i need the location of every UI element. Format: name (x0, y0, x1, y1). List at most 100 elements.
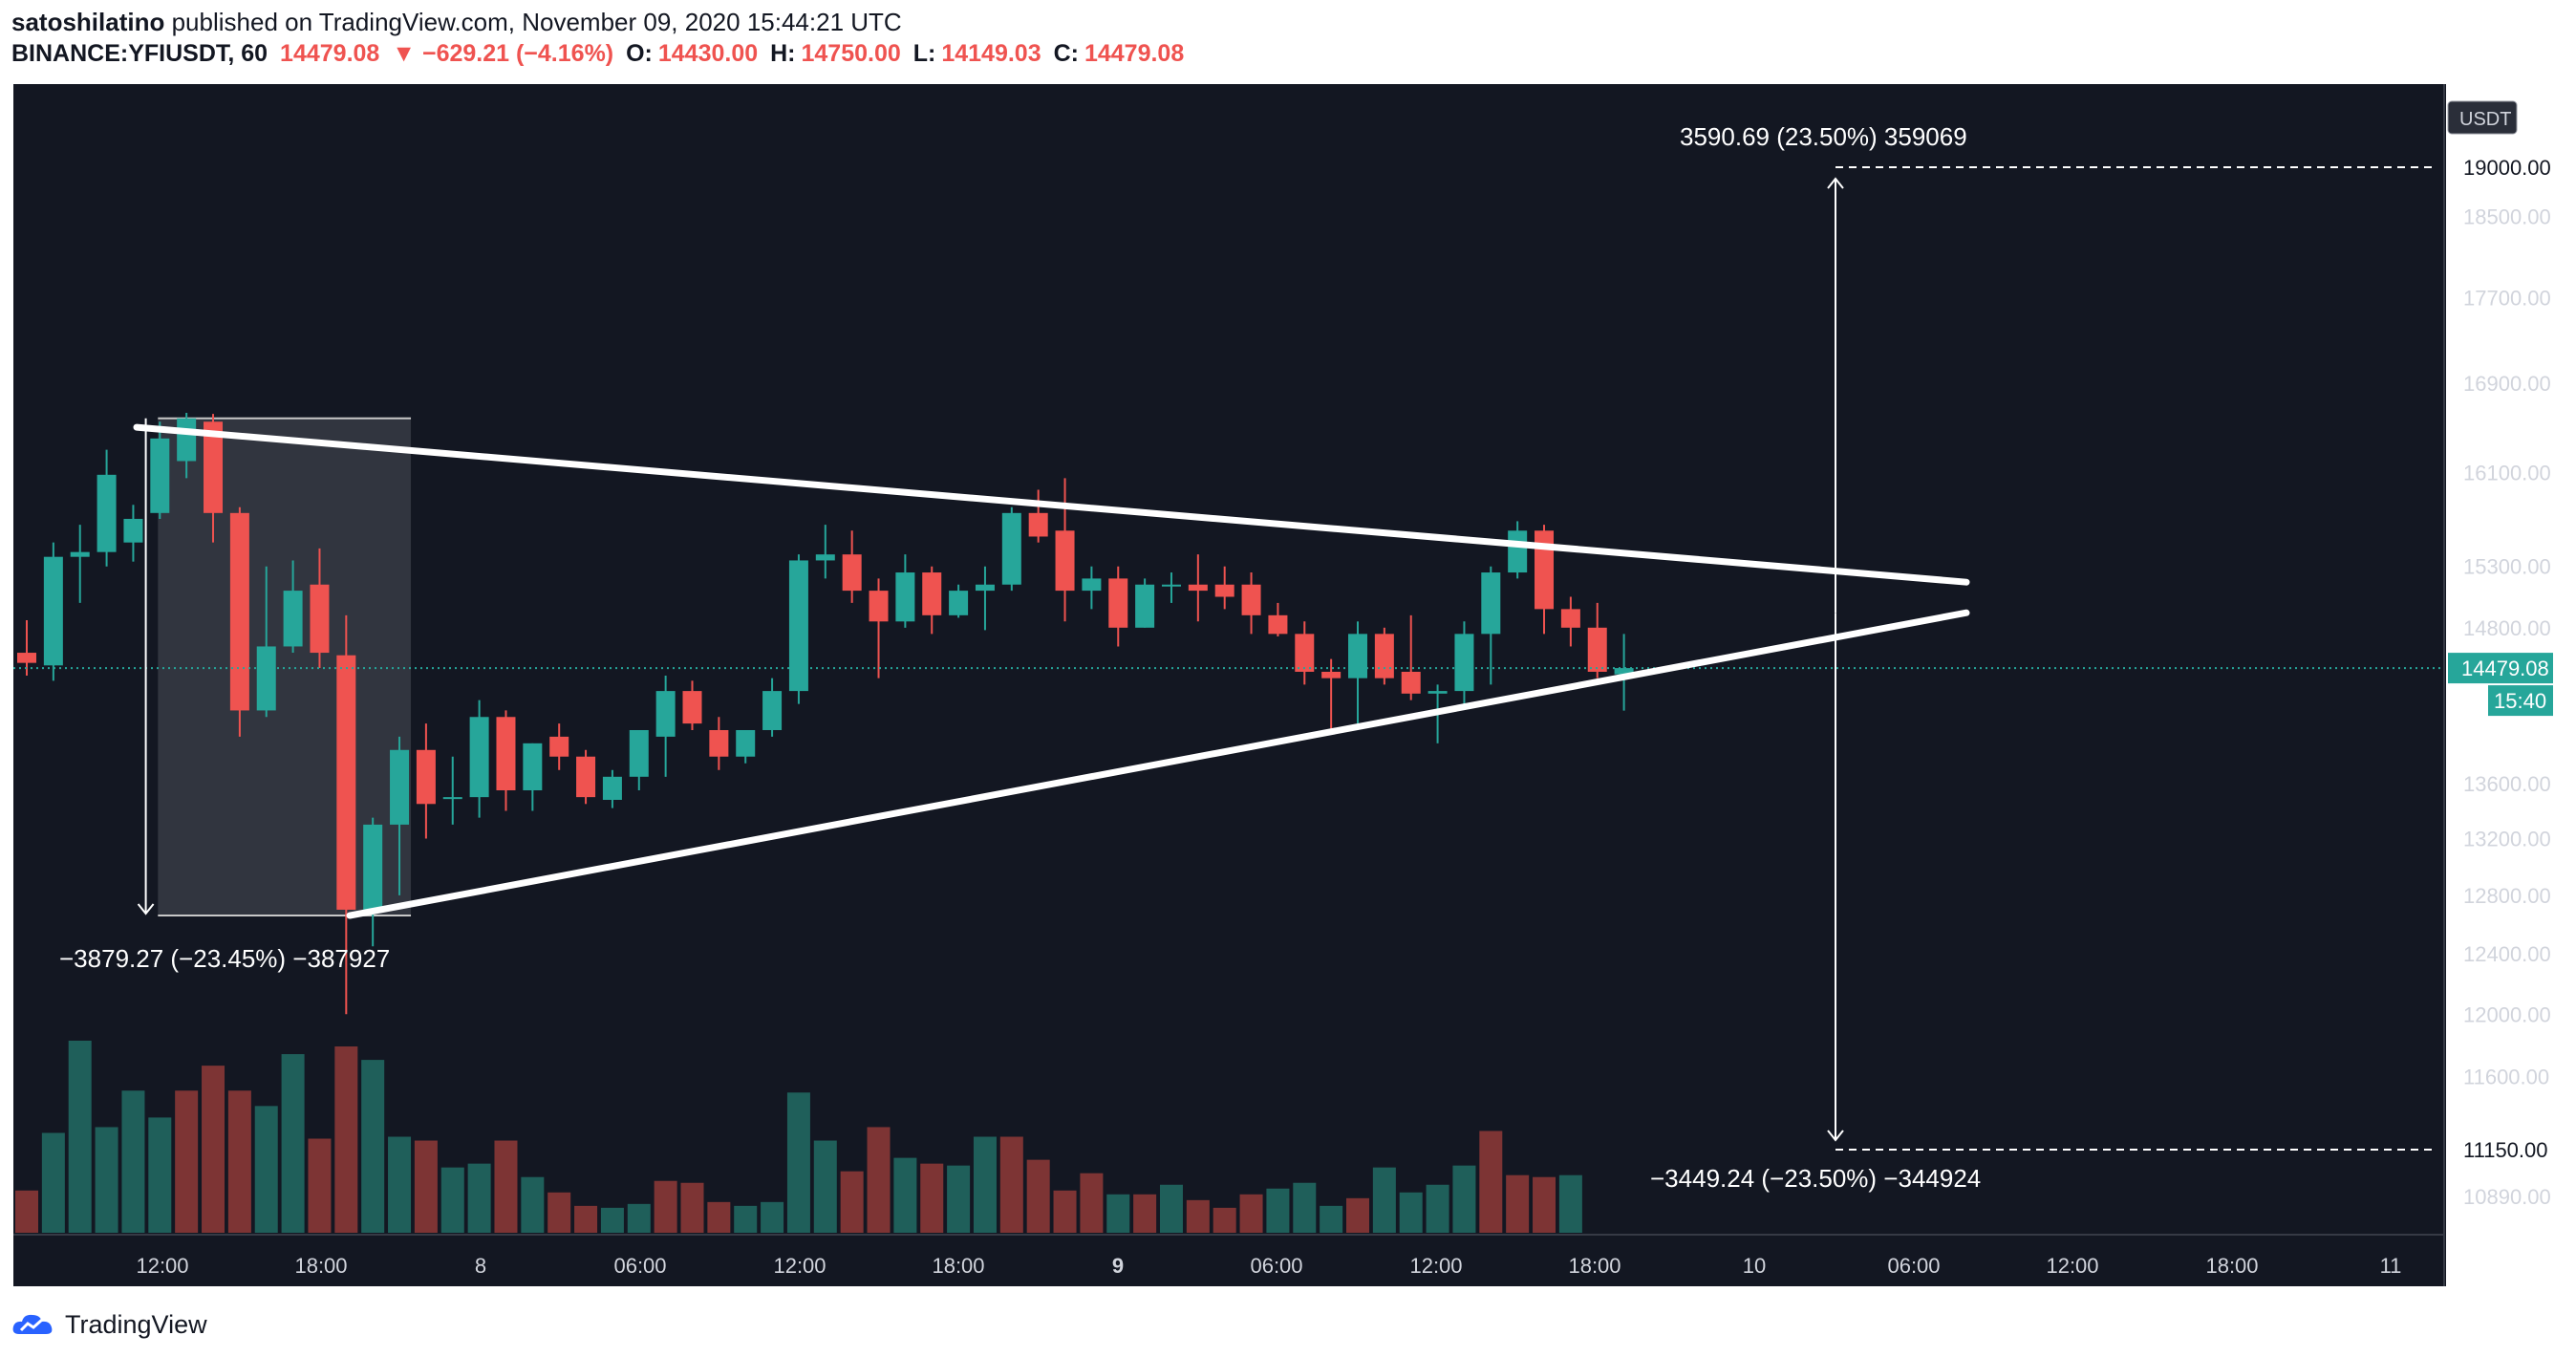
volume-bar (973, 1136, 997, 1233)
candle-body (1614, 668, 1634, 675)
candle-body (602, 776, 622, 800)
candle-body (1374, 634, 1394, 678)
author-name[interactable]: satoshilatino (11, 8, 165, 36)
annotation-up: 3590.69 (23.50%) 359069 (1680, 122, 1967, 151)
candle-body (1268, 614, 1288, 635)
annotation-left: −3879.27 (−23.45%) −387927 (59, 944, 390, 973)
close-value: 14479.08 (1084, 40, 1185, 67)
time-tick-label: 8 (475, 1254, 486, 1278)
symbol-label[interactable]: BINANCE:YFIUSDT, 60 (11, 40, 268, 67)
candle-body (229, 512, 249, 711)
low-label: L: (912, 40, 936, 67)
countdown-label: 15:40 (2494, 689, 2546, 713)
candle-body (43, 556, 63, 666)
candle-body (283, 591, 303, 647)
volume-bar (254, 1106, 278, 1233)
measure-arrows[interactable] (137, 166, 2436, 1151)
measure-down-arrowhead (1827, 1130, 1844, 1142)
price-tick-label: 11150.00 (2463, 1138, 2548, 1162)
change-value: ▼ −629.21 (−4.16%) (392, 40, 614, 67)
time-tick-label: 06:00 (1887, 1254, 1940, 1278)
candle-body (736, 729, 756, 757)
chart-canvas[interactable]: 19000.00 18500.00 17700.00 16900.00 16100.00… (0, 0, 2576, 1300)
price-tick-label: 12000.00 (2463, 1002, 2551, 1026)
candle-body (1188, 584, 1208, 592)
volume-bar (547, 1192, 571, 1233)
volume-bar (947, 1165, 971, 1233)
time-tick-label: 06:00 (1250, 1254, 1302, 1278)
candle-body (975, 584, 995, 592)
last-price-badge (2448, 653, 2553, 684)
candle-body (895, 572, 915, 622)
symmetrical-triangle[interactable] (133, 423, 1970, 919)
tradingview-brand: TradingView (65, 1309, 207, 1339)
volume-bar (1372, 1167, 1396, 1233)
volume-bar (1213, 1207, 1236, 1233)
time-tick-label: 18:00 (2205, 1254, 2258, 1278)
volume-bar (467, 1163, 491, 1233)
volume-bar (175, 1090, 199, 1233)
volume-bar (334, 1046, 358, 1233)
lower-trendline (346, 609, 1970, 919)
volume-bar (227, 1090, 251, 1233)
volume-bar (999, 1136, 1023, 1233)
volume-bar (95, 1127, 118, 1233)
price-tick-label: 16900.00 (2463, 372, 2551, 396)
price-axis[interactable]: 19000.00 18500.00 17700.00 16900.00 16100.00… (2447, 100, 2553, 1209)
volume-bar (68, 1041, 92, 1233)
price-tick-label: 18500.00 (2463, 205, 2551, 228)
volume-bar (521, 1176, 545, 1233)
volume-bar (1266, 1188, 1290, 1233)
candle-body (150, 438, 170, 513)
candle-body (1214, 584, 1234, 597)
volume-bar (574, 1205, 598, 1233)
high-value: 14750.00 (801, 40, 901, 67)
candle-body (416, 749, 436, 805)
candle-body (1560, 609, 1580, 628)
time-axis[interactable]: 12:00 18:00 8 06:00 12:00 18:00 9 06:00 12:00 18:… (136, 1254, 2401, 1278)
volume-bar (1533, 1176, 1556, 1233)
last-price-value: 14479.08 (280, 40, 380, 67)
candle-body (523, 743, 543, 791)
volume-bar (494, 1140, 518, 1233)
time-tick-label: 12:00 (1409, 1254, 1462, 1278)
volume-bar (1452, 1165, 1476, 1233)
candle-body (576, 756, 596, 798)
measure-down-label: −3449.24 (−23.50%) −344924 (1650, 1164, 1981, 1193)
volume-bar (1293, 1182, 1317, 1233)
price-tick-label: 19000.00 (2463, 156, 2551, 180)
volume-bar (786, 1092, 810, 1233)
published-text: published on TradingView.com, November 0… (171, 8, 902, 36)
time-tick-label: 18:00 (294, 1254, 347, 1278)
tradingview-logo[interactable]: TradingView (11, 1305, 207, 1344)
candle-body (788, 560, 808, 692)
time-tick-label: 9 (1112, 1254, 1124, 1278)
candle-body (1454, 634, 1474, 692)
volume-bar (707, 1201, 731, 1233)
currency-label: USDT (2459, 109, 2511, 130)
candle-body (1135, 584, 1155, 628)
volume-bar (627, 1203, 651, 1233)
volume-bar (1159, 1184, 1183, 1233)
volume-bar (1053, 1190, 1077, 1233)
candle-body (70, 551, 90, 557)
chart-header: satoshilatino published on TradingView.c… (0, 0, 2576, 76)
volume-bar (1558, 1174, 1582, 1233)
volume-bar (1239, 1194, 1263, 1233)
open-value: 14430.00 (657, 40, 759, 67)
candles (17, 412, 1634, 1015)
time-tick-label: 06:00 (613, 1254, 666, 1278)
price-target-badge (2448, 1134, 2553, 1165)
volume-bar (1133, 1194, 1157, 1233)
volume-bar (1479, 1131, 1503, 1233)
time-tick-label: 12:00 (2046, 1254, 2098, 1278)
publish-info: satoshilatino published on TradingView.c… (11, 8, 902, 37)
measure-left-arrowhead (137, 903, 155, 915)
volume-bar (654, 1180, 677, 1233)
candle-body (310, 584, 330, 654)
candle-body (815, 554, 835, 561)
candle-body (123, 518, 143, 543)
time-tick-label: 10 (1743, 1254, 1766, 1278)
footer (0, 1300, 2576, 1357)
upper-trendline (133, 423, 1970, 586)
